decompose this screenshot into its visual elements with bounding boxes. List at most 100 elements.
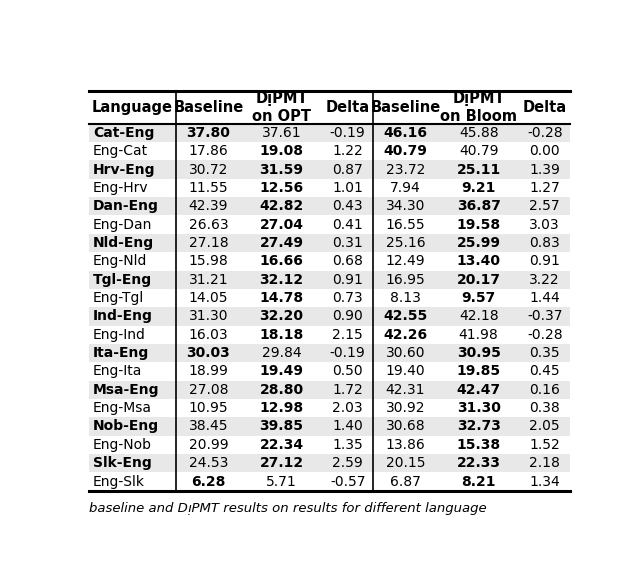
- Text: 1.39: 1.39: [529, 163, 560, 176]
- Text: 27.04: 27.04: [260, 218, 303, 232]
- Text: 1.34: 1.34: [529, 475, 560, 489]
- Text: 39.85: 39.85: [260, 419, 303, 433]
- Text: Slk-Eng: Slk-Eng: [93, 456, 152, 470]
- Text: 42.18: 42.18: [459, 309, 499, 323]
- Text: 30.03: 30.03: [186, 346, 230, 360]
- Text: -0.28: -0.28: [527, 328, 563, 342]
- Text: 0.50: 0.50: [332, 365, 363, 379]
- Text: 2.57: 2.57: [529, 199, 560, 213]
- Text: 19.49: 19.49: [260, 365, 303, 379]
- Text: 30.68: 30.68: [386, 419, 425, 433]
- Bar: [89, 215, 570, 234]
- Bar: [89, 399, 570, 417]
- Text: Eng-Dan: Eng-Dan: [93, 218, 152, 232]
- Text: 5.71: 5.71: [266, 475, 297, 489]
- Text: 1.72: 1.72: [332, 383, 363, 397]
- Text: Eng-Ind: Eng-Ind: [93, 328, 146, 342]
- Text: 27.08: 27.08: [189, 383, 228, 397]
- Text: Baseline: Baseline: [173, 100, 243, 115]
- Text: 37.80: 37.80: [186, 126, 230, 140]
- Text: 31.59: 31.59: [260, 163, 303, 176]
- Text: 19.58: 19.58: [456, 218, 500, 232]
- Text: 10.95: 10.95: [189, 401, 228, 415]
- Text: 0.31: 0.31: [332, 236, 363, 250]
- Text: 0.16: 0.16: [529, 383, 560, 397]
- Text: Eng-Nld: Eng-Nld: [93, 255, 147, 268]
- Text: 15.38: 15.38: [456, 438, 500, 452]
- Bar: [89, 436, 570, 454]
- Text: Eng-Msa: Eng-Msa: [93, 401, 152, 415]
- Text: 1.40: 1.40: [332, 419, 363, 433]
- Text: 32.12: 32.12: [260, 273, 303, 287]
- Text: 6.28: 6.28: [191, 475, 225, 489]
- Text: 14.05: 14.05: [189, 291, 228, 305]
- Text: 11.55: 11.55: [189, 181, 228, 195]
- Text: 12.56: 12.56: [260, 181, 303, 195]
- Text: 22.34: 22.34: [260, 438, 303, 452]
- Text: 1.01: 1.01: [332, 181, 363, 195]
- Text: 24.53: 24.53: [189, 456, 228, 470]
- Text: 9.57: 9.57: [461, 291, 496, 305]
- Text: Eng-Tgl: Eng-Tgl: [93, 291, 144, 305]
- Text: 27.12: 27.12: [260, 456, 303, 470]
- Text: 25.11: 25.11: [456, 163, 500, 176]
- Text: 27.49: 27.49: [260, 236, 303, 250]
- Text: 13.40: 13.40: [457, 255, 500, 268]
- Text: 45.88: 45.88: [459, 126, 499, 140]
- Text: 2.18: 2.18: [529, 456, 560, 470]
- Text: Hrv-Eng: Hrv-Eng: [93, 163, 156, 176]
- Text: 1.35: 1.35: [332, 438, 363, 452]
- Text: 8.21: 8.21: [461, 475, 496, 489]
- Text: 2.03: 2.03: [332, 401, 363, 415]
- Text: 16.55: 16.55: [386, 218, 425, 232]
- Text: 0.91: 0.91: [529, 255, 560, 268]
- Text: 3.03: 3.03: [529, 218, 560, 232]
- Bar: [89, 91, 570, 123]
- Text: 7.94: 7.94: [390, 181, 421, 195]
- Text: 42.47: 42.47: [456, 383, 500, 397]
- Text: 32.20: 32.20: [260, 309, 303, 323]
- Text: 17.86: 17.86: [189, 144, 228, 158]
- Text: 46.16: 46.16: [383, 126, 428, 140]
- Text: 8.13: 8.13: [390, 291, 421, 305]
- Text: 42.31: 42.31: [386, 383, 425, 397]
- Text: 1.44: 1.44: [529, 291, 560, 305]
- Text: 16.03: 16.03: [189, 328, 228, 342]
- Bar: [89, 179, 570, 197]
- Text: 19.85: 19.85: [456, 365, 500, 379]
- Bar: [89, 307, 570, 326]
- Text: 1.27: 1.27: [529, 181, 560, 195]
- Bar: [89, 454, 570, 472]
- Text: Eng-Slk: Eng-Slk: [93, 475, 145, 489]
- Text: Nob-Eng: Nob-Eng: [93, 419, 159, 433]
- Text: Eng-Cat: Eng-Cat: [93, 144, 148, 158]
- Text: 37.61: 37.61: [262, 126, 301, 140]
- Bar: [89, 234, 570, 252]
- Text: 20.99: 20.99: [189, 438, 228, 452]
- Text: baseline and DᴉPMT results on results for different language: baseline and DᴉPMT results on results fo…: [89, 502, 486, 515]
- Text: 0.73: 0.73: [332, 291, 363, 305]
- Text: DᴉPMT
on OPT: DᴉPMT on OPT: [252, 91, 311, 123]
- Bar: [89, 472, 570, 491]
- Text: -0.37: -0.37: [527, 309, 563, 323]
- Bar: [89, 197, 570, 215]
- Text: Ita-Eng: Ita-Eng: [93, 346, 149, 360]
- Text: Eng-Ita: Eng-Ita: [93, 365, 142, 379]
- Text: Dan-Eng: Dan-Eng: [93, 199, 159, 213]
- Bar: [89, 252, 570, 270]
- Text: 29.84: 29.84: [262, 346, 301, 360]
- Text: 15.98: 15.98: [189, 255, 228, 268]
- Text: 23.72: 23.72: [386, 163, 425, 176]
- Text: -0.28: -0.28: [527, 126, 563, 140]
- Text: 30.72: 30.72: [189, 163, 228, 176]
- Text: 18.18: 18.18: [259, 328, 304, 342]
- Bar: [89, 380, 570, 399]
- Text: -0.57: -0.57: [330, 475, 365, 489]
- Text: 42.55: 42.55: [383, 309, 428, 323]
- Bar: [89, 362, 570, 380]
- Text: 42.39: 42.39: [189, 199, 228, 213]
- Text: 27.18: 27.18: [189, 236, 228, 250]
- Text: 2.59: 2.59: [332, 456, 363, 470]
- Text: -0.19: -0.19: [330, 346, 365, 360]
- Text: 40.79: 40.79: [459, 144, 499, 158]
